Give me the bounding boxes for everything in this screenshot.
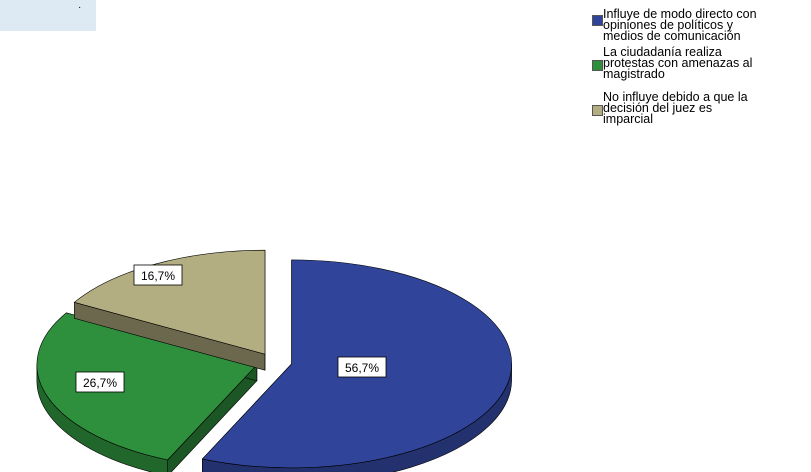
legend-item-2: La ciudadanía realiza protestas con amen… [592, 45, 811, 91]
legend-swatch-tan [592, 105, 603, 116]
legend-label-2: La ciudadanía realiza protestas con amen… [603, 45, 753, 81]
slice-protestas [36, 312, 258, 472]
svg-text:16,7%: 16,7% [141, 269, 175, 283]
chart-title-box: · [0, 0, 96, 31]
legend-swatch-green [592, 60, 603, 71]
legend-swatch-blue [592, 15, 603, 26]
data-label-protestas: 26,7% [75, 371, 125, 393]
legend-item-3: No influye debido a que la decisión del … [592, 90, 811, 136]
svg-text:26,7%: 26,7% [83, 376, 117, 390]
svg-text:56,7%: 56,7% [345, 361, 379, 375]
legend-item-1: Influye de modo directo con opiniones de… [592, 7, 811, 46]
slice-no-influye-top [73, 249, 266, 355]
slice-no-influye [73, 249, 266, 371]
chart-title: · [78, 2, 82, 13]
legend-label-3: No influye debido a que la decisión del … [603, 90, 748, 126]
data-label-influye: 56,7% [337, 356, 387, 378]
slice-protestas-top [36, 312, 258, 461]
legend: Influye de modo directo con opiniones de… [592, 7, 811, 137]
data-label-no-influye: 16,7% [133, 264, 183, 286]
legend-label-1: Influye de modo directo con opiniones de… [603, 7, 757, 43]
